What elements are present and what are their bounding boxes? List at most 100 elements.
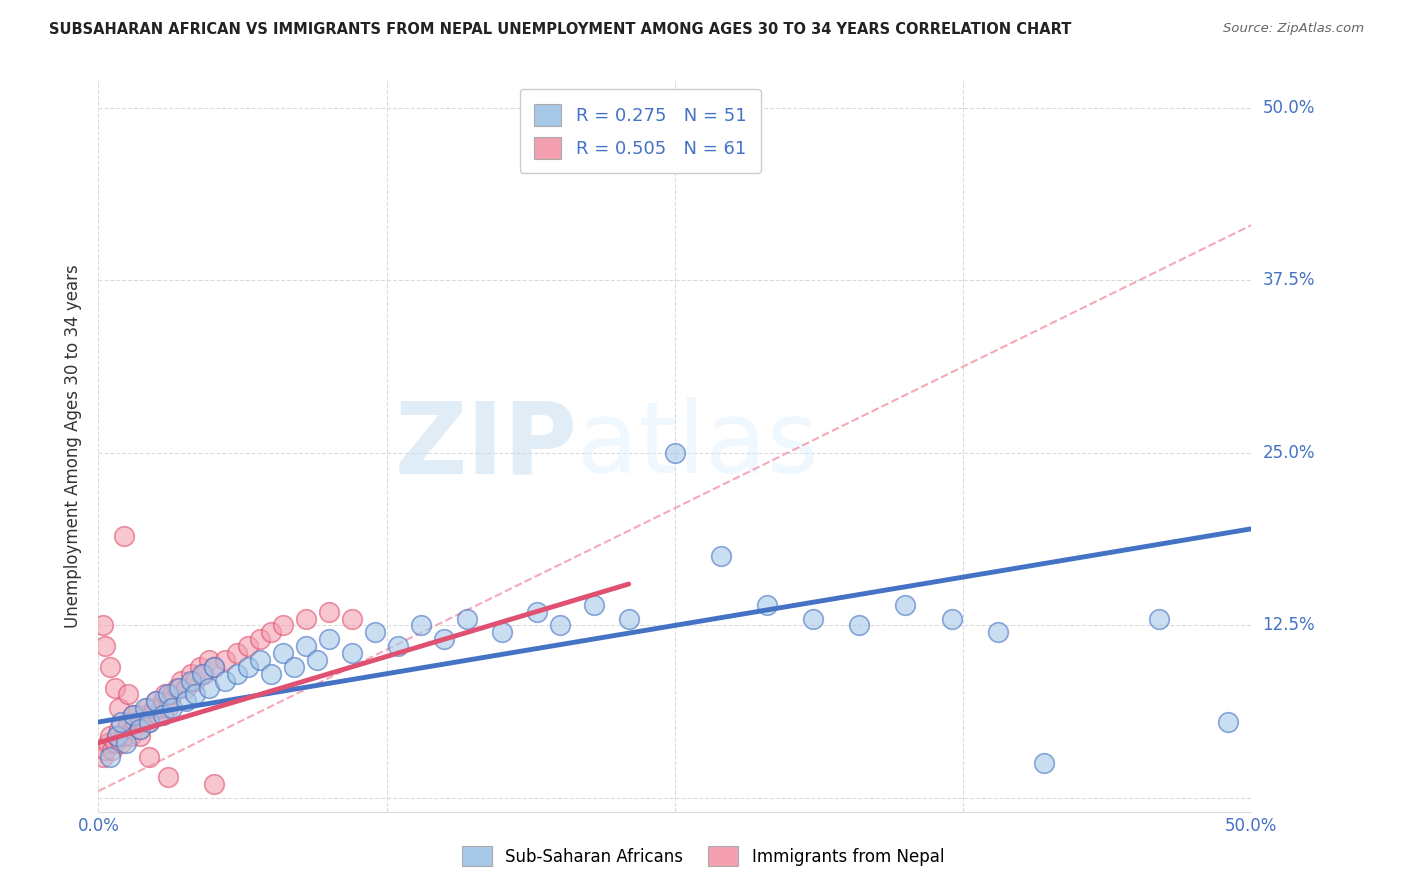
Point (198, 653, 221, 667)
Point (120, 729, 142, 743)
Point (225, 666, 247, 681)
Point (110, 714, 132, 729)
Point (318, 605, 340, 619)
Legend: R = 0.275   N = 51, R = 0.505   N = 61: R = 0.275 N = 51, R = 0.505 N = 61 (520, 89, 761, 173)
Text: 25.0%: 25.0% (1263, 444, 1315, 462)
Point (94, 639, 117, 653)
Point (160, 687, 183, 701)
Point (295, 611, 318, 625)
Point (894, 598, 917, 612)
Point (145, 694, 167, 708)
Point (307, 653, 329, 667)
Point (98, 729, 121, 743)
Point (411, 618, 433, 632)
Point (103, 736, 125, 750)
Point (184, 673, 207, 688)
Point (152, 708, 174, 723)
Point (387, 639, 409, 653)
Point (271, 618, 294, 632)
Point (260, 666, 283, 681)
Point (101, 742, 124, 756)
Point (138, 714, 160, 729)
Point (238, 639, 260, 653)
Point (103, 681, 125, 695)
Point (202, 660, 225, 674)
Point (115, 736, 138, 750)
Point (664, 446, 686, 460)
Point (433, 632, 456, 647)
Point (340, 646, 363, 660)
Point (134, 701, 156, 715)
Point (117, 714, 139, 729)
Point (617, 611, 640, 625)
Text: Source: ZipAtlas.com: Source: ZipAtlas.com (1223, 22, 1364, 36)
Point (112, 529, 135, 543)
Point (710, 549, 733, 564)
Point (756, 598, 779, 612)
Point (340, 611, 363, 625)
Point (238, 660, 260, 674)
Point (98, 660, 121, 674)
Point (112, 729, 135, 743)
Point (108, 701, 131, 715)
Point (180, 666, 202, 681)
Point (170, 673, 193, 688)
Point (149, 701, 172, 715)
Point (184, 687, 207, 701)
Point (526, 605, 548, 619)
Point (108, 722, 131, 736)
Point (188, 660, 211, 674)
Point (214, 673, 236, 688)
Point (548, 618, 571, 632)
Point (91, 749, 114, 764)
Point (271, 646, 294, 660)
Point (174, 694, 197, 708)
Point (848, 618, 870, 632)
Point (129, 729, 152, 743)
Point (155, 687, 177, 701)
Point (105, 729, 128, 743)
Point (198, 681, 221, 695)
Point (941, 611, 963, 625)
Point (1218, 714, 1240, 729)
Point (160, 701, 183, 715)
Point (156, 701, 179, 715)
Text: 12.5%: 12.5% (1263, 616, 1315, 634)
Point (249, 653, 271, 667)
Point (180, 673, 202, 688)
Point (98, 749, 121, 764)
Text: atlas: atlas (576, 398, 818, 494)
Point (987, 625, 1010, 640)
Point (122, 708, 145, 723)
Point (583, 598, 606, 612)
Point (135, 701, 157, 715)
Point (156, 687, 179, 701)
Point (124, 714, 146, 729)
Point (318, 632, 340, 647)
Point (167, 681, 190, 695)
Point (145, 694, 167, 708)
Point (1147, 611, 1170, 625)
Point (97, 736, 120, 750)
Point (129, 722, 152, 736)
Point (225, 646, 247, 660)
Point (152, 694, 174, 708)
Point (260, 625, 283, 640)
Point (249, 632, 271, 647)
Point (127, 708, 149, 723)
Point (174, 681, 197, 695)
Legend: Sub-Saharan Africans, Immigrants from Nepal: Sub-Saharan Africans, Immigrants from Ne… (454, 838, 952, 875)
Point (91, 618, 114, 632)
Point (191, 666, 214, 681)
Point (142, 701, 165, 715)
Point (134, 708, 156, 723)
Point (138, 714, 160, 729)
Point (283, 660, 305, 674)
Point (94, 742, 117, 756)
Point (159, 694, 181, 708)
Text: 50.0%: 50.0% (1263, 99, 1315, 117)
Point (193, 666, 215, 681)
Point (202, 660, 225, 674)
Y-axis label: Unemployment Among Ages 30 to 34 years: Unemployment Among Ages 30 to 34 years (65, 264, 83, 628)
Point (141, 708, 163, 723)
